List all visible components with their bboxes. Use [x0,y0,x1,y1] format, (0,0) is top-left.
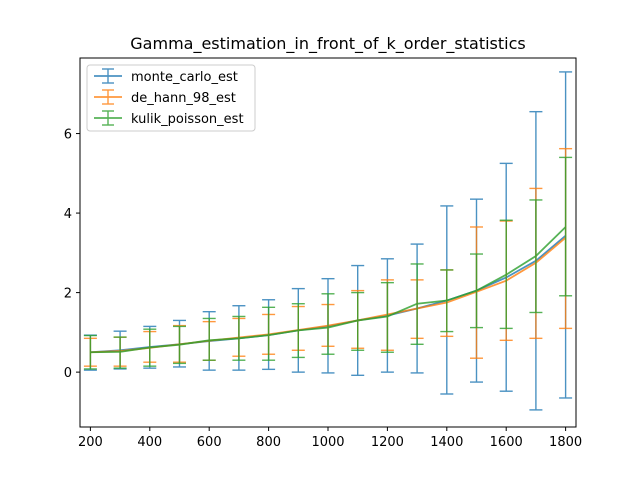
legend-label: de_hann_98_est [131,91,236,106]
series-layer [83,71,573,411]
x-tick-label: 400 [137,435,162,450]
y-tick-label: 0 [64,366,72,381]
x-tick-label: 800 [256,435,281,450]
series-line [90,226,567,354]
y-tick-label: 6 [64,128,72,143]
legend-marker [94,110,122,126]
x-tick-label: 600 [197,435,222,450]
y-tick-label: 2 [64,287,72,302]
x-tick-label: 1800 [549,435,582,450]
x-tick-label: 1000 [311,435,344,450]
series-kulik_poisson_est [83,156,573,370]
legend-frame [86,64,256,132]
ticks-layer: 200 400 600 800 1000 1200 1400 1600 1800 0 2 4 6 [64,128,582,450]
legend-label: monte_carlo_est [131,70,238,85]
chart-title: Gamma_estimation_in_front_of_k_order_sta… [130,34,525,54]
x-tick-label: 1200 [371,435,404,450]
legend-label: kulik_poisson_est [131,112,244,127]
y-tick-label: 4 [64,207,72,222]
legend-marker [94,68,122,84]
x-tick-label: 1400 [430,435,463,450]
x-tick-label: 200 [78,435,103,450]
legend-marker [94,89,122,105]
legend: monte_carlo_est de_hann_98_est kulik_poiss… [86,64,256,132]
x-tick-label: 1600 [490,435,523,450]
